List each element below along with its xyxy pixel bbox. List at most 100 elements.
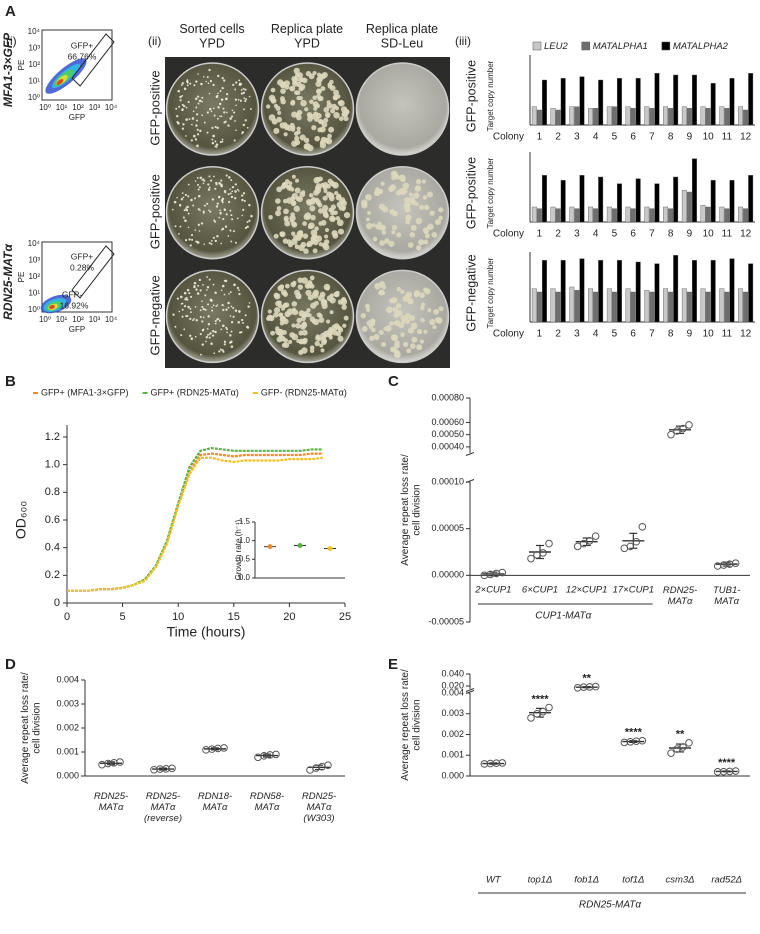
colony [242,87,245,90]
colony [389,298,395,304]
bar [644,290,650,323]
colony [193,285,196,289]
colony [410,343,416,349]
subpanel-label: (iii) [455,34,471,48]
colony [230,179,233,182]
colony [334,190,339,196]
x-tick-label: 11 [722,329,733,340]
colony [249,108,252,110]
colony [194,97,198,101]
colony [184,239,188,242]
colony [322,184,328,190]
colony [291,200,297,206]
bar [705,291,711,323]
colony [219,141,222,144]
colony [193,134,196,138]
colony [274,293,281,300]
colony [235,104,237,107]
bar [630,108,636,126]
colony [341,304,347,310]
x-tick-label: 4 [593,329,599,340]
colony [212,107,215,110]
colony [361,325,368,332]
colony [219,90,222,93]
colony [224,225,228,228]
colony [275,198,281,204]
colony [196,292,200,295]
panel-label: D [5,656,16,673]
colony [199,315,202,319]
colony [289,122,295,128]
colony [283,342,290,349]
bar [616,260,622,323]
flow-density [56,79,64,85]
dot [267,544,273,550]
colony [221,98,224,101]
colony [244,226,248,230]
colony [330,108,336,114]
colony [189,307,192,310]
colony [201,320,204,323]
colony [270,330,276,336]
colony [327,82,332,87]
colony [241,131,245,134]
colony [291,231,296,236]
colony [343,315,349,321]
colony [220,199,224,202]
x-tick-label: 7 [649,329,655,340]
colony [181,82,184,85]
bar [710,180,716,223]
colony [217,92,219,95]
data-point [214,744,222,753]
bar [531,288,537,323]
plate-column-header: Replica plate YPD [271,22,343,50]
bar [705,206,711,223]
colony [268,94,276,102]
colony [438,306,444,312]
colony [325,137,333,145]
colony [400,332,405,337]
colony [236,188,239,191]
bar [710,83,716,126]
colony [201,300,203,303]
colony [320,86,326,92]
colony [301,277,308,284]
colony [366,307,371,312]
data-point [116,758,124,766]
colony [333,210,338,216]
colony [209,79,213,83]
data-point [202,746,210,754]
colony [308,73,315,80]
colony [186,84,189,87]
colony [216,202,219,205]
colony [179,225,182,228]
colony [303,248,309,254]
legend-label: GFP+ (RDN25-MATα) [151,387,239,397]
x-tick-label: 17×CUP1 [613,585,654,596]
colony [190,295,193,298]
colony [323,117,329,123]
colony [310,235,317,242]
colony [232,306,235,310]
colony [298,244,305,252]
colony [328,126,335,133]
colony [187,195,190,198]
colony [409,315,416,321]
colony [396,232,402,238]
colony [241,198,244,202]
colony [212,134,215,138]
colony [338,99,345,107]
colony [296,196,303,203]
bar [616,78,622,126]
bar [668,108,674,126]
colony [181,103,184,106]
colony [282,302,288,308]
colony [202,211,205,214]
colony [187,101,190,104]
flow-y-tick: 10¹ [28,77,40,86]
colony [388,186,395,193]
colony [431,232,438,238]
colony [220,179,223,182]
colony [413,192,420,199]
flow-y-tick: 10² [28,272,40,281]
